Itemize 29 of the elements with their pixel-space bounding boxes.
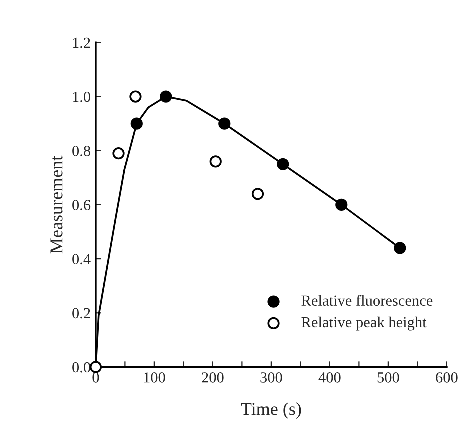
y-tick-label: 0.0 bbox=[72, 362, 90, 373]
x-tick-label: 200 bbox=[202, 372, 224, 383]
x-tick-label: 600 bbox=[436, 372, 458, 383]
x-tick-label: 400 bbox=[318, 372, 341, 383]
point bbox=[210, 156, 222, 168]
y-tick-label: 0.8 bbox=[72, 146, 90, 156]
point bbox=[218, 118, 231, 130]
y-tick-label: 0.6 bbox=[72, 200, 91, 210]
point bbox=[277, 158, 290, 170]
point bbox=[394, 242, 406, 254]
x-axis-title: Time (s) bbox=[241, 402, 302, 419]
point bbox=[112, 148, 125, 160]
y-tick-label: 0.2 bbox=[72, 308, 90, 319]
y-tick-label: 0.4 bbox=[72, 254, 91, 265]
y-tick-label: 1.2 bbox=[73, 38, 90, 48]
x-tick-label: 100 bbox=[144, 372, 166, 383]
point bbox=[336, 198, 348, 212]
point bbox=[252, 188, 264, 200]
legend-label: Relative fluorescence bbox=[302, 295, 433, 306]
point bbox=[130, 118, 143, 130]
y-tick-label: 1.0 bbox=[73, 92, 90, 102]
point bbox=[90, 361, 102, 374]
legend-label: Relative peak height bbox=[302, 316, 427, 331]
point bbox=[130, 90, 142, 103]
x-tick-label: 300 bbox=[260, 372, 282, 383]
x-tick-label: 0 bbox=[92, 372, 100, 383]
x-tick-label: 500 bbox=[378, 372, 400, 383]
y-axis-title: Measurement bbox=[50, 156, 63, 254]
point bbox=[160, 90, 172, 103]
